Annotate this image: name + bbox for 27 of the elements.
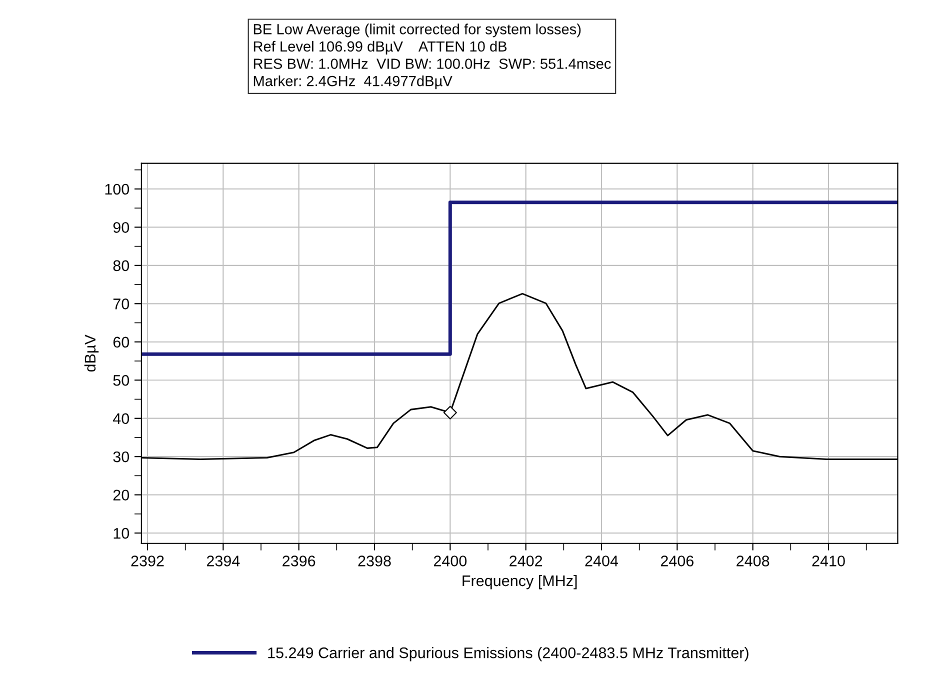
text: Marker: 2.4GHz 41.4977dBµV <box>254 76 452 90</box>
text: Ref Level 106.99 dBµV ATTEN 10 dB <box>254 40 507 55</box>
x-tick-label: 2400 <box>434 556 467 566</box>
y-tick-label: 50 <box>113 374 130 386</box>
y-tick-label: 20 <box>113 490 130 501</box>
y-tick-label: 80 <box>113 260 130 272</box>
y-axis-title: dBµV <box>84 334 99 372</box>
x-tick-label: 2396 <box>282 556 316 566</box>
x-axis-title: Frequency [MHz] <box>462 574 577 590</box>
y-tick-label: 90 <box>113 222 130 233</box>
x-tick-label: 2404 <box>585 556 618 566</box>
x-tick-label: 2410 <box>812 556 845 566</box>
y-tick-label: 100 <box>105 184 130 195</box>
x-tick-label: 2406 <box>660 556 694 566</box>
x-tick-label: 2392 <box>131 556 164 566</box>
y-tick-label: 40 <box>113 413 130 424</box>
x-tick-label: 2402 <box>510 556 542 566</box>
text: BE Low Average (limit corrected for system losses) <box>254 24 581 38</box>
y-tick-label: 70 <box>113 298 130 310</box>
x-tick-label: 2408 <box>736 556 770 566</box>
legend-label: 15.249 Carrier and Spurious Emissions (2400-2483.5 MHz Transmitter) <box>268 647 748 662</box>
x-tick-label: 2394 <box>206 556 240 566</box>
x-tick-label: 2398 <box>358 556 391 566</box>
y-tick-label: 30 <box>113 451 130 462</box>
y-tick-label: 60 <box>113 336 130 348</box>
text: RES BW: 1.0MHz VID BW: 100.0Hz SWP: 551.4msec <box>254 58 611 69</box>
y-tick-label: 10 <box>114 528 130 539</box>
